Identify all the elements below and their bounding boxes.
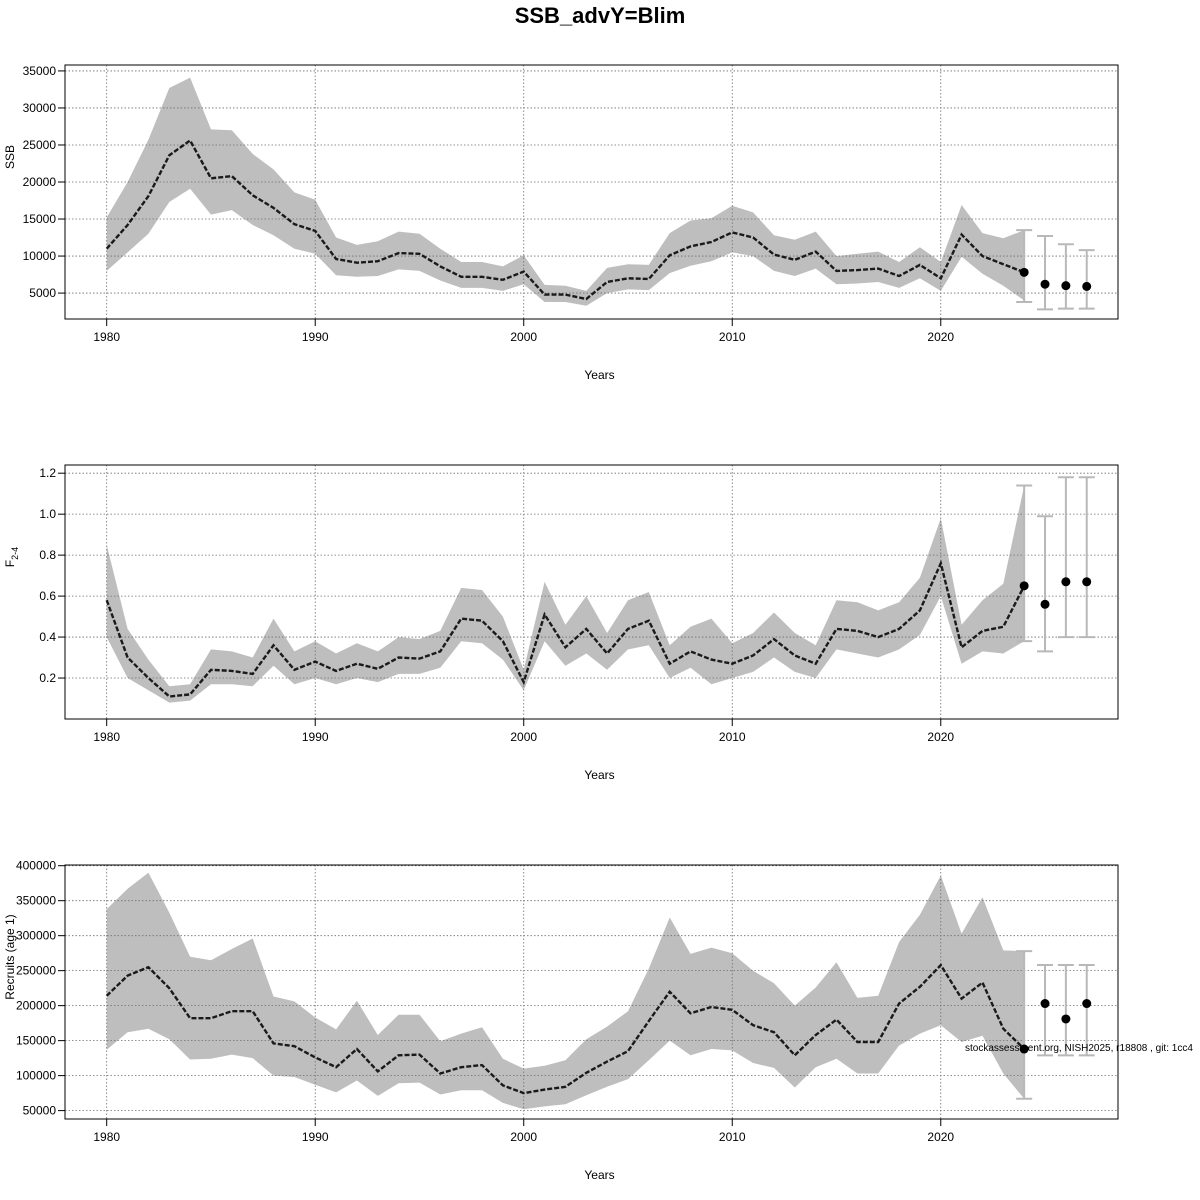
ssb-xlabel: Years	[584, 368, 614, 382]
f-ylabel: F2-4	[3, 547, 20, 567]
ssb-forecast-point-2024	[1019, 267, 1029, 277]
ssb-estimate-line	[105, 138, 1025, 301]
ssb-xtick-label-1990: 1990	[302, 330, 329, 344]
f-ytick-label-1.2: 1.2	[39, 466, 56, 480]
f-ylabel-subscript: 2-4	[10, 547, 20, 560]
recruits-forecast-point-2024	[1019, 1044, 1029, 1054]
recruits-xtick-label-1990: 1990	[302, 1130, 329, 1144]
recruits-xtick-label-1980: 1980	[93, 1130, 120, 1144]
ssb-forecast-point-2026	[1061, 281, 1071, 291]
recruits-plot-frame	[64, 864, 1119, 1120]
f-ytick-label-0.8: 0.8	[39, 548, 56, 562]
recruits-ytick-label-100000: 100000	[16, 1069, 56, 1083]
ssb-plot-frame	[64, 64, 1119, 320]
ssb-xtick-label-2000: 2000	[510, 330, 537, 344]
recruits-xtick-label-2000: 2000	[510, 1130, 537, 1144]
recruits-ylabel: Recruits (age 1)	[3, 914, 17, 999]
ssb-ytick-label-35000: 35000	[23, 64, 57, 78]
ssb-ylabel: SSB	[3, 145, 17, 169]
ssb-ytick-label-25000: 25000	[23, 138, 57, 152]
f-xtick-label-2010: 2010	[719, 730, 746, 744]
ssb-panel: 1980 1990 2000 2010 2020 5000 10000 15000 20000 2…	[3, 64, 1119, 382]
f-forecast-point-2025	[1040, 599, 1050, 609]
ssb-ytick-label-20000: 20000	[23, 175, 57, 189]
ssb-ytick-label-15000: 15000	[23, 212, 57, 226]
f-plot-frame	[64, 464, 1119, 720]
recruits-confidence-band	[106, 872, 1025, 1110]
recruits-ytick-label-300000: 300000	[16, 929, 56, 943]
recruits-ytick-label-400000: 400000	[16, 859, 56, 873]
f-forecast-point-2026	[1061, 577, 1071, 587]
f-ytick-label-1: 1.0	[39, 507, 56, 521]
recruits-forecast-point-2025	[1040, 999, 1050, 1009]
f-confidence-band	[106, 485, 1025, 703]
f-xtick-label-2000: 2000	[510, 730, 537, 744]
recruits-ytick-label-200000: 200000	[16, 999, 56, 1013]
ssb-ytick-label-10000: 10000	[23, 249, 57, 263]
footer-note: stockassessment.org, NISH2025, r18808 , …	[965, 1043, 1193, 1054]
f-ytick-label-0.4: 0.4	[39, 630, 56, 644]
chart-title: SSB_advY=Blim	[514, 3, 686, 28]
f-xlabel: Years	[584, 768, 614, 782]
recruits-ytick-label-250000: 250000	[16, 964, 56, 978]
fishing-mortality-panel: 1980 1990 2000 2010 2020 0.2 0.4 0.6 0.8 1.0 1.2 Ye…	[3, 464, 1119, 782]
recruits-xtick-label-2020: 2020	[927, 1130, 954, 1144]
f-xtick-label-1980: 1980	[93, 730, 120, 744]
ssb-xtick-label-2020: 2020	[927, 330, 954, 344]
recruits-forecast-point-2027	[1082, 999, 1092, 1009]
recruits-forecast-point-2026	[1061, 1014, 1071, 1024]
f-xtick-label-1990: 1990	[302, 730, 329, 744]
f-estimate-line	[105, 559, 1026, 698]
f-forecast-point-2027	[1082, 577, 1092, 587]
ssb-xtick-label-2010: 2010	[719, 330, 746, 344]
recruits-ytick-label-350000: 350000	[16, 894, 56, 908]
f-ytick-label-0.6: 0.6	[39, 589, 56, 603]
recruits-ytick-label-150000: 150000	[16, 1034, 56, 1048]
recruitment-panel: 1980 1990 2000 2010 2020 50000 100000 150000 200…	[3, 859, 1119, 1182]
ssb-confidence-band	[106, 77, 1025, 306]
recruits-ytick-label-50000: 50000	[23, 1104, 57, 1118]
f-ytick-label-0.2: 0.2	[39, 671, 56, 685]
ssb-ytick-label-5000: 5000	[29, 286, 56, 300]
ssb-ytick-label-30000: 30000	[23, 101, 57, 115]
recruits-xtick-label-2010: 2010	[719, 1130, 746, 1144]
f-forecast-point-2024	[1019, 581, 1029, 591]
recruits-xlabel: Years	[584, 1168, 614, 1182]
ssb-xtick-label-1980: 1980	[93, 330, 120, 344]
ssb-forecast-point-2025	[1040, 279, 1050, 289]
f-xtick-label-2020: 2020	[927, 730, 954, 744]
recruits-estimate-line	[105, 963, 1026, 1095]
ssb-forecast-point-2027	[1082, 281, 1092, 291]
